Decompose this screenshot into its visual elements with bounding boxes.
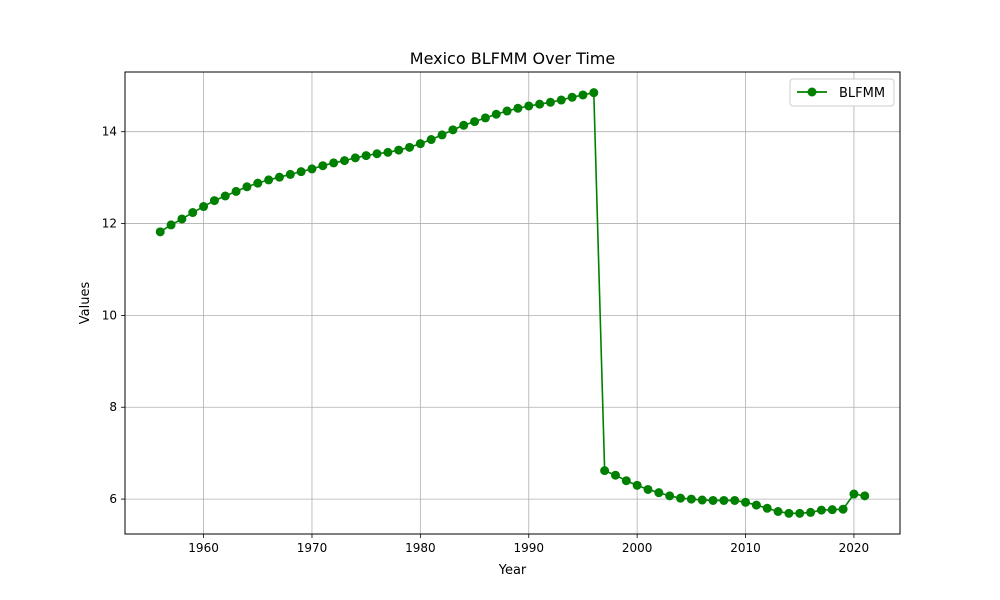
data-point bbox=[860, 491, 870, 501]
data-point bbox=[697, 495, 707, 505]
x-tick-label: 2010 bbox=[730, 541, 761, 555]
x-tick-label: 1980 bbox=[405, 541, 436, 555]
legend-marker bbox=[807, 87, 817, 97]
data-point bbox=[253, 178, 263, 188]
data-point bbox=[795, 508, 805, 518]
data-point bbox=[535, 99, 545, 109]
data-point bbox=[491, 109, 501, 119]
x-axis-label: Year bbox=[498, 563, 527, 578]
data-point bbox=[448, 125, 458, 135]
data-point bbox=[806, 507, 816, 517]
data-point bbox=[730, 495, 740, 505]
x-tick-label: 2020 bbox=[839, 541, 870, 555]
data-point bbox=[600, 466, 610, 476]
data-point bbox=[643, 484, 653, 494]
data-point bbox=[708, 495, 718, 505]
data-point bbox=[155, 227, 165, 237]
data-point bbox=[231, 186, 241, 196]
plot-frame bbox=[124, 71, 901, 535]
data-point bbox=[372, 149, 382, 159]
data-point bbox=[784, 508, 794, 518]
y-tick-label: 12 bbox=[102, 217, 117, 231]
data-point bbox=[676, 493, 686, 503]
data-point bbox=[307, 164, 317, 174]
data-point bbox=[405, 142, 415, 152]
data-point bbox=[567, 92, 577, 102]
data-point bbox=[470, 117, 480, 127]
data-point bbox=[242, 182, 252, 192]
data-point bbox=[632, 480, 642, 490]
data-point bbox=[480, 113, 490, 123]
data-point bbox=[816, 505, 826, 515]
data-point bbox=[166, 220, 176, 230]
legend-box bbox=[789, 78, 895, 107]
data-point bbox=[621, 476, 631, 486]
data-point bbox=[827, 505, 837, 515]
data-point bbox=[285, 169, 295, 179]
data-point bbox=[350, 153, 360, 163]
data-point bbox=[654, 488, 664, 498]
data-point bbox=[220, 191, 230, 201]
data-point bbox=[209, 196, 219, 206]
data-point bbox=[318, 161, 328, 171]
data-point bbox=[361, 151, 371, 161]
data-point bbox=[339, 156, 349, 166]
data-point bbox=[751, 500, 761, 510]
data-point bbox=[177, 214, 187, 224]
data-point bbox=[264, 175, 274, 185]
y-tick-label: 14 bbox=[102, 125, 117, 139]
data-point bbox=[329, 158, 339, 168]
x-tick-label: 2000 bbox=[622, 541, 653, 555]
data-point bbox=[686, 494, 696, 504]
data-point bbox=[589, 88, 599, 98]
data-point bbox=[199, 202, 209, 212]
data-point bbox=[426, 135, 436, 145]
x-tick-label: 1970 bbox=[297, 541, 328, 555]
y-tick-label: 8 bbox=[109, 400, 117, 414]
y-axis-label: Values bbox=[78, 282, 93, 325]
x-tick-label: 1960 bbox=[188, 541, 219, 555]
data-point bbox=[578, 90, 588, 100]
data-point bbox=[665, 491, 675, 501]
grid bbox=[125, 72, 900, 534]
data-point bbox=[415, 139, 425, 149]
data-point bbox=[188, 208, 198, 218]
data-point bbox=[394, 145, 404, 155]
data-point bbox=[459, 120, 469, 130]
legend: BLFMM bbox=[789, 78, 895, 107]
x-tick-label: 1990 bbox=[513, 541, 544, 555]
data-point bbox=[556, 95, 566, 105]
axes: 1960 1970 1980 1990 2000 2010 2020 6 8 10 12 14 bbox=[102, 125, 869, 555]
data-point bbox=[437, 130, 447, 140]
chart-title: Mexico BLFMM Over Time bbox=[410, 49, 615, 68]
data-point bbox=[838, 504, 848, 514]
data-point bbox=[502, 106, 512, 116]
data-point bbox=[513, 103, 523, 113]
data-point bbox=[719, 495, 729, 505]
y-tick-label: 10 bbox=[102, 308, 117, 322]
data-point bbox=[545, 97, 555, 107]
y-tick-label: 6 bbox=[109, 492, 117, 506]
data-point bbox=[383, 147, 393, 157]
data-point bbox=[274, 172, 284, 182]
data-point bbox=[296, 167, 306, 177]
data-point bbox=[849, 489, 859, 499]
legend-label: BLFMM bbox=[839, 86, 885, 101]
data-point bbox=[610, 470, 620, 480]
plot-area bbox=[125, 72, 900, 534]
series-layer bbox=[155, 88, 870, 518]
data-point bbox=[741, 497, 751, 507]
data-point bbox=[524, 101, 534, 111]
data-point bbox=[762, 503, 772, 513]
data-point bbox=[773, 507, 783, 516]
